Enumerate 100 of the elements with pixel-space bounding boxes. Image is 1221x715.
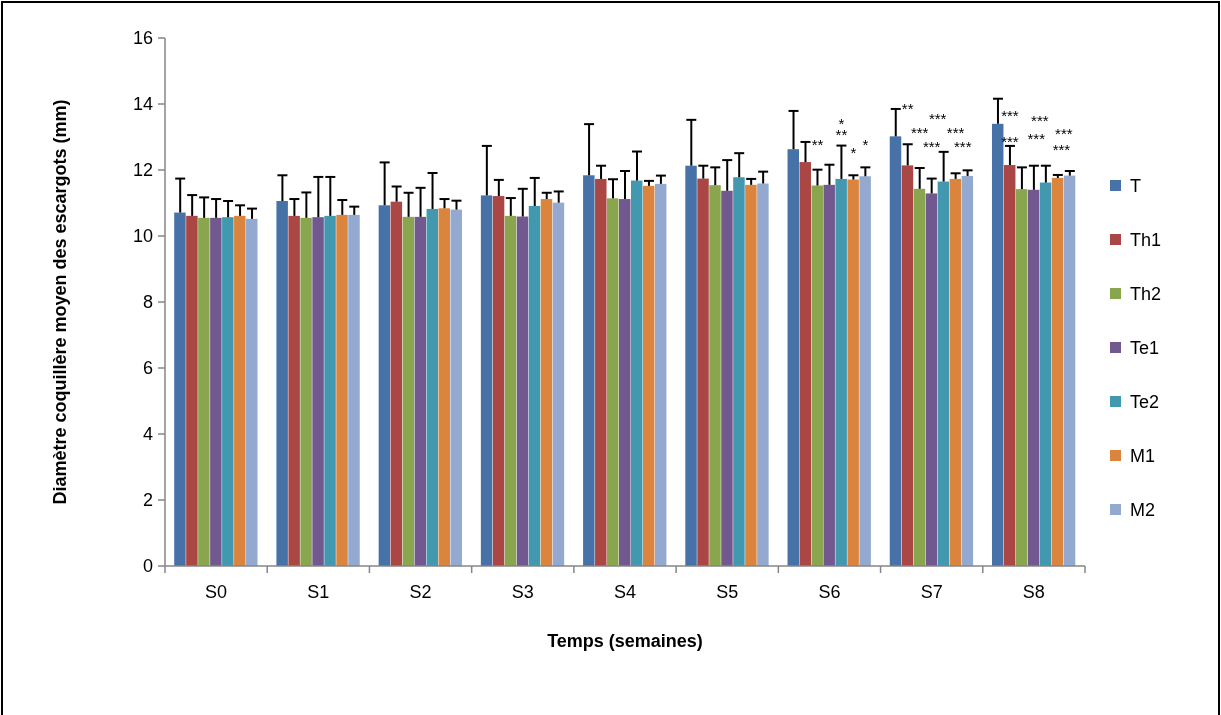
bar xyxy=(847,179,859,566)
bar xyxy=(186,215,198,566)
y-tick-label: 2 xyxy=(142,490,153,511)
bar xyxy=(1039,182,1052,566)
annotation: *** xyxy=(1027,129,1046,147)
bar xyxy=(811,185,823,566)
annotation: *** xyxy=(928,110,947,128)
x-tick-label: S0 xyxy=(205,582,228,602)
bar xyxy=(378,205,391,566)
bar xyxy=(288,215,300,566)
bar xyxy=(438,208,450,566)
bar xyxy=(619,199,631,566)
bar xyxy=(901,165,914,566)
bar xyxy=(835,178,847,566)
bar xyxy=(595,178,607,566)
bar xyxy=(733,177,745,566)
bar xyxy=(1063,175,1076,566)
annotation: *** xyxy=(1052,141,1071,159)
bar xyxy=(234,215,246,566)
bar xyxy=(654,183,667,566)
bar xyxy=(859,176,871,566)
legend-label: M1 xyxy=(1130,446,1156,467)
legend-label: T xyxy=(1130,176,1141,197)
y-tick-label: 14 xyxy=(132,94,153,115)
bar xyxy=(642,185,655,566)
bar xyxy=(799,162,811,566)
y-tick-label: 0 xyxy=(142,556,153,577)
bar xyxy=(324,215,336,566)
bar xyxy=(300,217,312,566)
bar xyxy=(198,217,210,566)
bar xyxy=(787,149,800,566)
y-tick-label: 8 xyxy=(142,292,153,313)
bar xyxy=(504,215,517,566)
bar xyxy=(426,208,439,566)
annotation: ** xyxy=(811,135,824,153)
bar xyxy=(607,198,619,566)
y-tick-label: 12 xyxy=(132,160,153,181)
x-tick-label: S8 xyxy=(1022,582,1045,602)
y-tick-label: 6 xyxy=(142,358,153,379)
bar xyxy=(210,217,222,566)
bar xyxy=(961,175,974,566)
x-tick-label: S4 xyxy=(613,582,637,602)
bar xyxy=(745,184,757,566)
bar xyxy=(336,214,348,566)
bar xyxy=(925,193,938,566)
legend-label: M2 xyxy=(1130,500,1156,521)
bar xyxy=(414,216,427,566)
bar xyxy=(528,205,541,566)
legend-label: Te2 xyxy=(1130,392,1160,413)
bar xyxy=(757,183,769,566)
legend-label: Th1 xyxy=(1130,230,1162,251)
bar xyxy=(685,165,697,566)
legend-label: Th2 xyxy=(1130,284,1162,305)
bar xyxy=(721,190,733,566)
bar xyxy=(937,181,950,566)
x-tick-label: S5 xyxy=(716,582,739,602)
bar xyxy=(709,185,721,566)
y-axis-title: Diamètre coquillère moyen des escargots (mm) xyxy=(50,99,70,505)
bar xyxy=(889,136,902,566)
bar xyxy=(913,188,926,566)
annotation: * xyxy=(862,135,869,153)
bar xyxy=(540,199,553,566)
x-axis-title: Temps (semaines) xyxy=(547,631,703,651)
bar xyxy=(1003,165,1016,566)
annotation: ** xyxy=(835,125,848,143)
bar xyxy=(630,180,643,566)
x-tick-label: S1 xyxy=(307,582,330,602)
bar xyxy=(276,201,288,566)
x-tick-label: S2 xyxy=(409,582,432,602)
bar xyxy=(348,214,360,566)
bar xyxy=(949,178,962,566)
bar xyxy=(516,216,529,566)
bar xyxy=(246,218,258,566)
bar xyxy=(1015,189,1028,566)
y-tick-label: 10 xyxy=(132,226,153,247)
bar xyxy=(450,209,462,566)
annotation: * xyxy=(850,143,857,161)
bar xyxy=(390,201,403,566)
bar xyxy=(1051,177,1064,566)
bar xyxy=(1027,189,1040,566)
annotation: *** xyxy=(1031,112,1049,130)
bar xyxy=(222,217,234,566)
y-tick-label: 4 xyxy=(142,424,153,445)
legend-label: Te1 xyxy=(1130,338,1160,359)
annotation: *** xyxy=(1001,106,1019,124)
annotation: *** xyxy=(1055,124,1073,142)
bar xyxy=(402,216,415,566)
x-tick-label: S3 xyxy=(511,582,534,602)
bar xyxy=(697,178,709,566)
bar xyxy=(480,195,493,566)
bar xyxy=(583,175,595,566)
x-tick-label: S6 xyxy=(818,582,841,602)
bar xyxy=(174,212,186,566)
y-tick-label: 16 xyxy=(132,28,153,49)
annotation: ** xyxy=(901,99,914,117)
bar xyxy=(552,202,565,566)
bar xyxy=(312,217,324,566)
bar xyxy=(492,196,505,566)
x-tick-label: S7 xyxy=(920,582,943,602)
bar xyxy=(823,184,835,566)
